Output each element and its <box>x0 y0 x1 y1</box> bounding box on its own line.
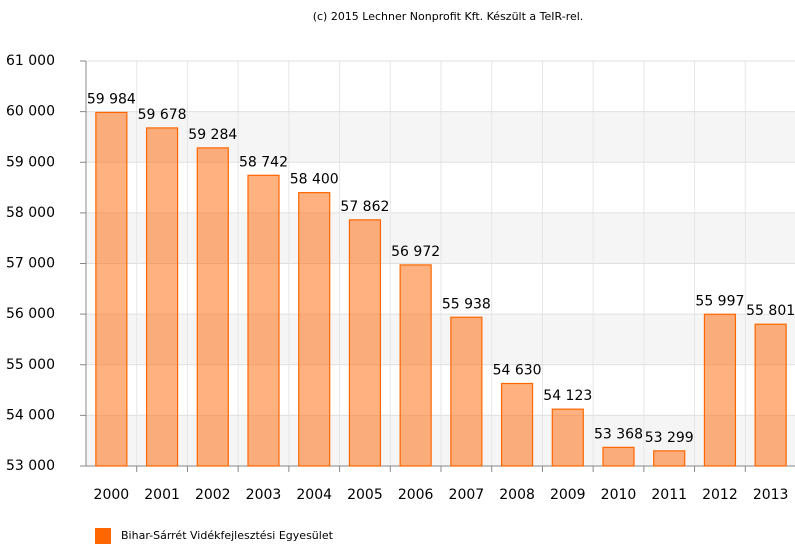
bar <box>602 446 635 467</box>
x-tick-label: 2009 <box>550 487 586 503</box>
y-tick-label: 57 000 <box>6 256 55 272</box>
y-tick-label: 58 000 <box>6 205 55 221</box>
x-tick-label: 2003 <box>246 487 282 503</box>
x-tick-label: 2001 <box>144 487 180 503</box>
chart-title: (c) 2015 Lechner Nonprofit Kft. Készült … <box>313 10 584 23</box>
data-label: 59 284 <box>188 127 237 143</box>
bar <box>399 264 432 467</box>
data-label: 53 368 <box>594 426 643 442</box>
bar <box>551 408 584 467</box>
data-label: 53 299 <box>645 430 694 446</box>
x-tick-label: 2007 <box>449 487 485 503</box>
legend-label: Bihar-Sárrét Vidékfejlesztési Egyesület <box>121 529 334 542</box>
bar <box>247 174 280 467</box>
data-label: 59 984 <box>87 91 136 107</box>
bar <box>145 127 179 467</box>
y-tick-label: 59 000 <box>6 154 55 170</box>
x-tick-label: 2010 <box>601 487 637 503</box>
y-tick-label: 54 000 <box>6 407 55 423</box>
bar <box>95 111 128 467</box>
x-tick-label: 2013 <box>753 487 789 503</box>
data-label: 55 938 <box>442 296 491 312</box>
y-tick-label: 60 000 <box>6 104 55 120</box>
y-tick-label: 56 000 <box>6 306 55 322</box>
bar <box>348 219 382 467</box>
y-tick-label: 61 000 <box>6 53 55 69</box>
data-label: 54 630 <box>493 362 542 378</box>
bar <box>653 450 686 467</box>
data-label: 56 972 <box>391 244 440 260</box>
x-tick-label: 2004 <box>296 487 332 503</box>
y-tick-label: 53 000 <box>6 458 55 474</box>
x-tick-label: 2011 <box>651 487 687 503</box>
bar <box>500 382 534 467</box>
legend-swatch <box>95 528 111 544</box>
x-tick-label: 2005 <box>347 487 383 503</box>
data-label: 59 678 <box>138 107 187 123</box>
bar <box>754 323 787 467</box>
data-label: 58 742 <box>239 154 288 170</box>
x-tick-label: 2006 <box>398 487 434 503</box>
data-label: 57 862 <box>340 199 389 215</box>
bar <box>703 313 737 467</box>
x-tick-label: 2008 <box>499 487 535 503</box>
bar <box>196 147 229 467</box>
y-tick-label: 55 000 <box>6 357 55 373</box>
bar <box>450 316 483 467</box>
x-tick-label: 2002 <box>195 487 231 503</box>
bar <box>298 192 331 467</box>
data-label: 54 123 <box>543 388 592 404</box>
data-label: 55 801 <box>746 303 795 319</box>
data-label: 55 997 <box>695 293 744 309</box>
data-label: 58 400 <box>290 172 339 188</box>
x-tick-label: 2000 <box>94 487 130 503</box>
x-tick-label: 2012 <box>702 487 738 503</box>
